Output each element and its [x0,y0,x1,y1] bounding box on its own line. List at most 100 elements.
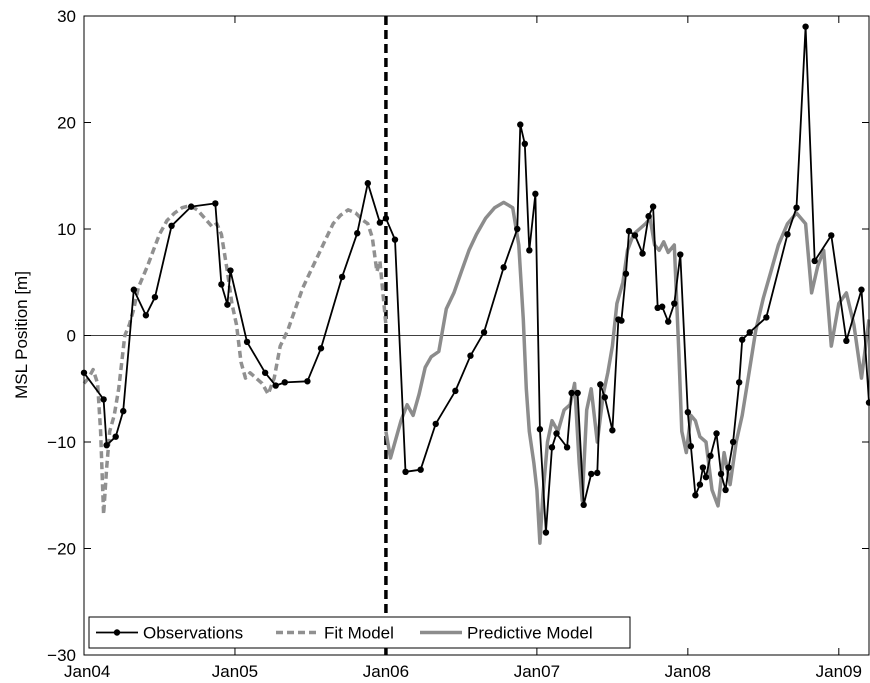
observation-point [553,430,560,437]
observation-point [151,293,159,301]
observations-line [83,25,870,534]
observation-point [735,379,743,386]
observation-point [622,270,630,277]
observation-point [317,345,325,352]
y-tick-label: −10 [47,433,76,452]
observation-point [467,352,474,359]
observation-point [526,247,533,254]
observation-point [692,492,699,499]
observation-point [338,273,346,281]
observation-point [684,408,692,416]
observation-point [618,317,625,324]
observation-point [281,379,288,386]
y-tick-label: −20 [47,540,76,559]
observation-point [100,396,107,403]
observation-point [514,225,521,233]
observation-point [224,301,231,308]
observation-point [432,420,439,428]
observation-point [713,430,720,437]
observation-point [542,529,550,536]
y-tick-label: −30 [47,646,76,665]
observation-point [702,473,710,481]
observation-point [677,251,684,258]
observation-point [536,426,544,433]
grid-layer [84,16,869,655]
observation-point [364,180,372,187]
x-tick-label: Jan05 [212,662,258,681]
predictive-model-line [384,200,870,545]
observation-point [784,231,791,238]
observation-point [112,433,119,440]
observation-point [272,382,279,389]
observation-point [658,303,666,310]
fit-model-line [82,203,388,517]
x-tick-label: Jan04 [64,662,110,681]
observation-point [802,23,809,30]
observation-point [142,312,150,319]
observation-point [480,329,488,336]
x-tick-label: Jan06 [363,662,409,681]
observation-point [452,387,459,395]
y-tick-label: 0 [67,327,76,346]
observation-point [382,215,390,222]
y-tick-label: 20 [57,114,76,133]
observation-point [376,219,384,226]
observation-point [574,389,581,397]
x-tick-label: Jan08 [665,662,711,681]
observation-point [601,394,609,401]
legend: Observations Fit Model Predictive Model [88,616,631,649]
observation-point [858,286,865,293]
observation-point [227,267,234,274]
observation-point [811,257,818,265]
observation-point [168,222,175,230]
observation-point [521,140,529,147]
observation-point [391,236,399,243]
y-tick-label: 10 [57,220,76,239]
observation-point [843,337,850,345]
legend-label-predictive-model: Predictive Model [467,624,593,643]
observation-point [687,443,695,450]
legend-box [88,616,631,649]
observation-point [625,227,633,235]
observation-point [568,389,575,397]
observation-point [699,464,707,471]
axes-layer: −30 −20 −10 0 10 20 30 Jan04 Jan05 Jan06 Jan07 Jan0… [47,7,870,681]
observation-point [304,378,311,385]
observation-point [729,438,737,446]
observation-point [517,121,524,128]
legend-label-observations: Observations [143,624,243,643]
observation-point [671,300,678,307]
observation-point [665,318,672,325]
observation-point [354,230,361,237]
observation-point [130,286,138,293]
observation-point [738,336,746,343]
observation-point [707,452,714,460]
legend-label-fit-model: Fit Model [324,624,394,643]
observation-point [717,470,725,478]
observation-point [725,464,732,471]
observation-point [187,203,195,210]
observation-point [631,232,639,239]
observation-point [563,444,571,451]
legend-marker-observations [113,629,121,636]
observation-point [243,338,251,346]
observation-point [580,501,587,509]
x-tick-label: Jan07 [514,662,560,681]
observation-point [746,329,753,336]
observation-point [645,213,652,220]
observation-point [103,441,110,449]
y-axis-label: MSL Position [m] [12,271,31,399]
series-layer [80,23,870,545]
observation-point [649,203,657,210]
observation-point [417,466,424,473]
observation-point [120,407,127,415]
observation-point [763,314,770,321]
observation-point [532,190,539,198]
observation-point [597,381,604,388]
observation-point [594,469,601,477]
observation-point [402,468,409,476]
observation-point [722,486,729,494]
observation-point [218,281,225,288]
x-tick-label: Jan09 [816,662,862,681]
